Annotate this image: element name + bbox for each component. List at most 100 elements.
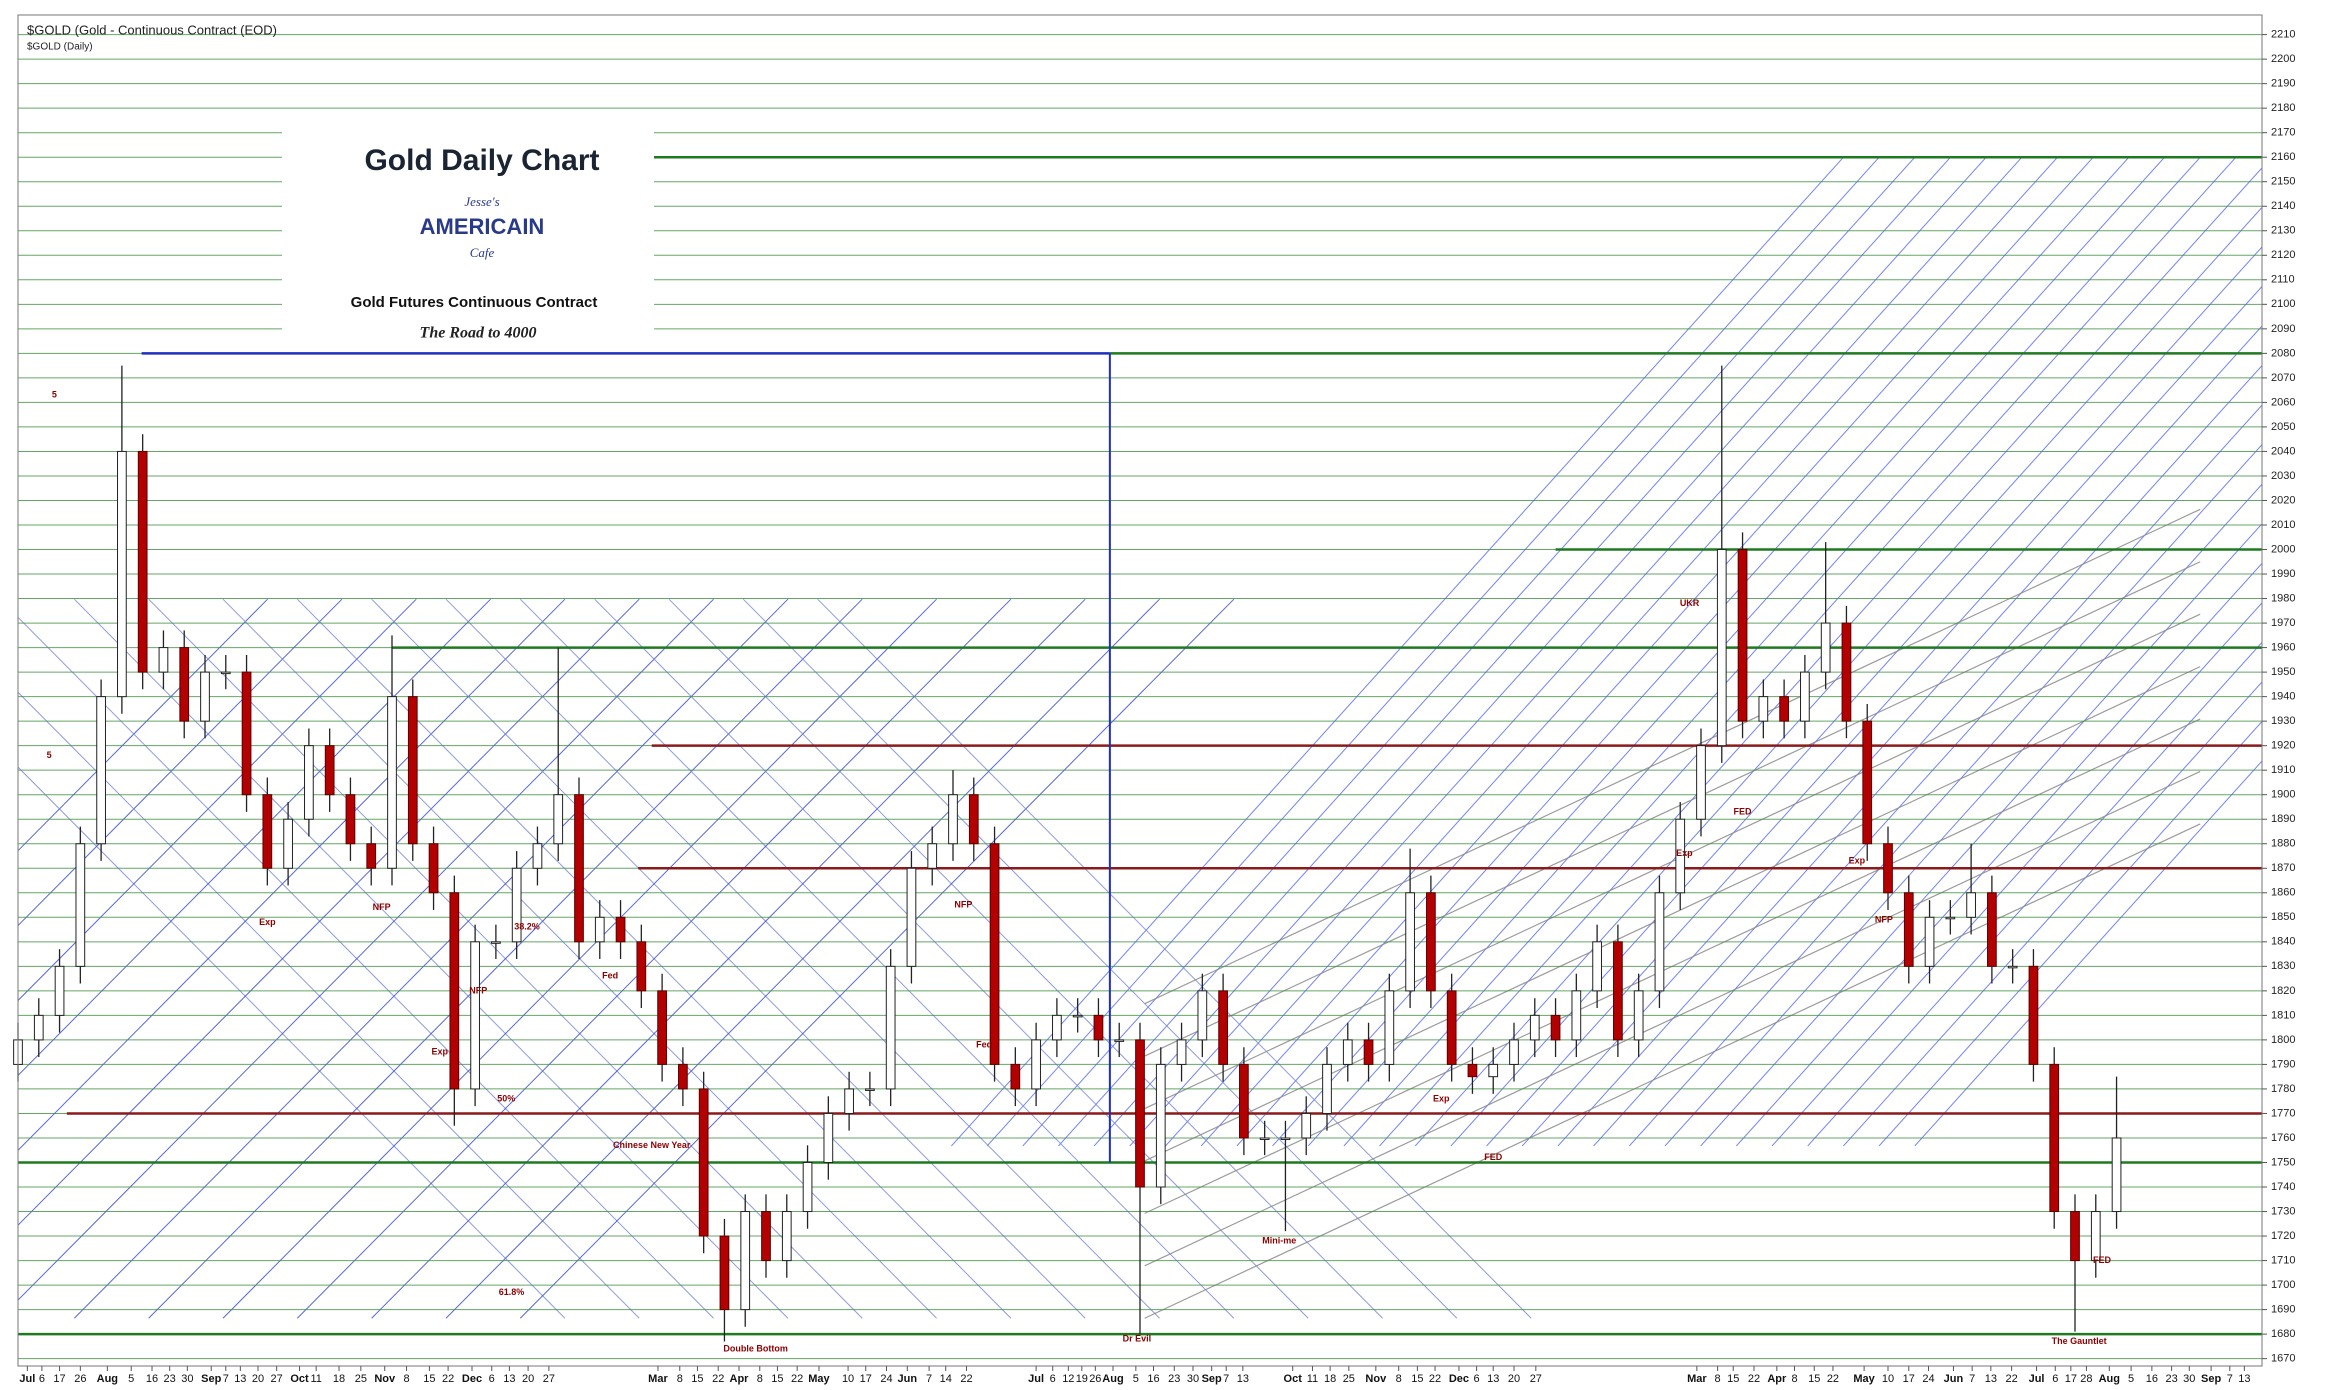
- plot-frame: [17, 14, 2263, 1367]
- candle-body: [1342, 1039, 1353, 1065]
- x-tick-label: 23: [1168, 1373, 1180, 1385]
- annotation: Exp: [1676, 848, 1693, 858]
- candle-body: [137, 450, 148, 673]
- x-tick-label: Nov: [374, 1373, 396, 1385]
- x-tick-label: 27: [543, 1373, 555, 1385]
- trend-line: [18, 598, 343, 927]
- x-tick-label: 17: [53, 1373, 65, 1385]
- y-tick-label: 1700: [2271, 1279, 2295, 1291]
- x-tick-label: 13: [1487, 1373, 1499, 1385]
- x-tick-label: 16: [2146, 1373, 2158, 1385]
- candle-body: [1488, 1063, 1499, 1078]
- x-tick-label: 27: [1530, 1373, 1542, 1385]
- annotation: 5: [52, 390, 57, 400]
- candle-body: [1800, 671, 1810, 722]
- candle-body: [324, 745, 335, 796]
- subheader: $GOLD (Daily): [27, 42, 93, 53]
- candle-body: [740, 1211, 751, 1311]
- candle-body: [615, 916, 626, 943]
- y-tick-label: 1950: [2271, 666, 2295, 678]
- candle-body: [158, 647, 169, 673]
- trend-line: [1058, 156, 1951, 1147]
- annotation: 38.2%: [514, 922, 540, 932]
- candle-body: [1550, 1014, 1561, 1041]
- x-tick-label: Aug: [2099, 1373, 2120, 1385]
- candle-body: [179, 647, 190, 722]
- candle-body: [719, 1235, 730, 1311]
- x-tick-label: 10: [842, 1373, 854, 1385]
- x-tick-label: 7: [926, 1373, 932, 1385]
- candle-body: [1239, 1063, 1249, 1139]
- trend-line: [1144, 770, 2201, 1267]
- candle-body: [428, 843, 439, 894]
- annotation: Exp: [1849, 855, 1866, 865]
- annotation: Dr Evil: [1123, 1334, 1152, 1344]
- x-tick-label: 8: [757, 1373, 763, 1385]
- candle-body: [1696, 745, 1706, 820]
- x-tick-label: 26: [1089, 1373, 1101, 1385]
- candle-body: [345, 794, 356, 845]
- x-tick-label: Nov: [1365, 1373, 1387, 1385]
- candle-body: [2028, 965, 2039, 1065]
- x-tick-label: 7: [1969, 1373, 1975, 1385]
- x-tick-label: 13: [234, 1373, 246, 1385]
- trend-line: [742, 598, 1458, 1319]
- candle-body: [553, 794, 564, 845]
- y-tick-label: 1750: [2271, 1156, 2295, 1168]
- x-tick-label: 25: [1343, 1373, 1355, 1385]
- x-tick-label: 17: [1903, 1373, 1915, 1385]
- annotation: Fed: [602, 971, 618, 981]
- x-tick-label: Jul: [2029, 1373, 2045, 1385]
- trend-line: [1144, 666, 2201, 1162]
- trend-line: [668, 598, 1383, 1319]
- candle-body: [968, 794, 979, 845]
- x-tick-label: Apr: [1767, 1373, 1787, 1385]
- trend-line: [594, 598, 1309, 1319]
- candle-body: [200, 671, 210, 722]
- x-tick-label: 5: [128, 1373, 134, 1385]
- candle-body: [491, 941, 501, 944]
- annotation: Double Bottom: [723, 1343, 788, 1353]
- x-tick-label: Sep: [2201, 1373, 2221, 1385]
- title-box: Gold Daily Chart Jesse's AMERICAIN Cafe …: [282, 127, 654, 352]
- x-tick-label: Oct: [290, 1373, 309, 1385]
- candle-body: [1010, 1063, 1021, 1090]
- annotation: FED: [1484, 1152, 1503, 1162]
- trend-line: [1771, 602, 2262, 1147]
- x-tick-label: May: [808, 1373, 830, 1385]
- candle-body: [1031, 1039, 1041, 1090]
- x-tick-label: Mar: [648, 1373, 668, 1385]
- candle-body: [802, 1161, 813, 1213]
- candle-body: [387, 696, 397, 869]
- x-tick-label: Jun: [1944, 1373, 1964, 1385]
- x-tick-label: 13: [2238, 1373, 2250, 1385]
- candle-body: [678, 1063, 688, 1090]
- candle-body: [1072, 1014, 1083, 1018]
- y-tick-label: 1960: [2271, 641, 2295, 653]
- annotation: FED: [2093, 1255, 2112, 1265]
- y-tick-label: 2060: [2271, 396, 2295, 408]
- candle-body: [906, 867, 917, 967]
- annotation: NFP: [373, 902, 391, 912]
- y-tick-label: 2200: [2271, 53, 2295, 65]
- x-tick-label: 6: [1050, 1373, 1056, 1385]
- x-tick-label: 30: [1187, 1373, 1199, 1385]
- trend-line: [519, 598, 1235, 1319]
- title-panel: [282, 127, 654, 352]
- trend-line: [18, 598, 491, 1077]
- trend-line: [222, 598, 937, 1319]
- x-tick-label: Sep: [201, 1373, 221, 1385]
- candle-body: [1467, 1063, 1478, 1078]
- annotation: 5: [47, 750, 52, 760]
- y-tick-label: 2130: [2271, 225, 2295, 237]
- x-tick-label: 8: [1715, 1373, 1721, 1385]
- candle-body: [761, 1211, 771, 1262]
- annotation: Chinese New Year: [613, 1140, 691, 1150]
- y-tick-label: 2180: [2271, 102, 2295, 114]
- candle-body: [1883, 843, 1893, 894]
- candle-body: [1135, 1039, 1145, 1188]
- y-tick-label: 2020: [2271, 494, 2295, 506]
- candle-body: [1966, 892, 1976, 918]
- chart-title: Gold Daily Chart: [364, 144, 599, 177]
- x-tick-label: 30: [181, 1373, 193, 1385]
